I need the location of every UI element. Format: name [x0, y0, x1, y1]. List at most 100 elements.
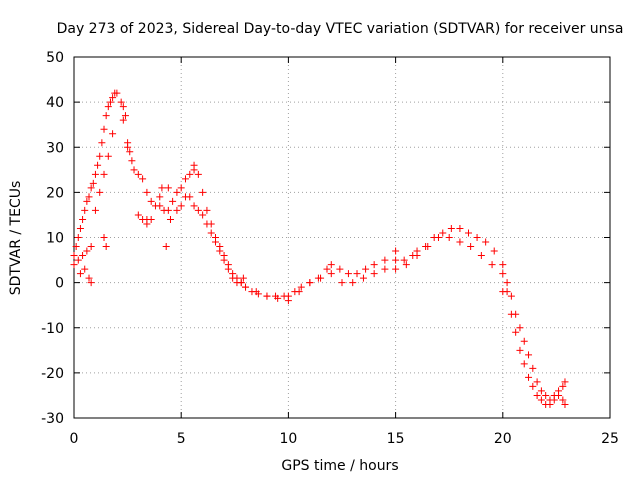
- data-point: [529, 382, 537, 390]
- data-point: [83, 247, 91, 255]
- data-point: [263, 292, 271, 300]
- data-point: [503, 279, 511, 287]
- data-point: [162, 243, 170, 251]
- data-point: [284, 297, 292, 305]
- data-point: [362, 265, 370, 273]
- data-point: [100, 125, 108, 133]
- data-point: [156, 193, 164, 201]
- data-point: [87, 279, 95, 287]
- data-point: [439, 229, 447, 237]
- data-point: [490, 247, 498, 255]
- data-point: [173, 188, 181, 196]
- data-point: [559, 382, 567, 390]
- data-point: [402, 261, 410, 269]
- data-point: [392, 265, 400, 273]
- data-point: [546, 400, 554, 408]
- data-point: [156, 202, 164, 210]
- data-point: [177, 184, 185, 192]
- data-point: [177, 202, 185, 210]
- data-point: [96, 152, 104, 160]
- data-point: [349, 279, 357, 287]
- data-point: [85, 193, 93, 201]
- data-point: [477, 252, 485, 260]
- x-tick-label: 20: [494, 431, 512, 447]
- data-point: [203, 206, 211, 214]
- data-point: [488, 261, 496, 269]
- data-point: [143, 188, 151, 196]
- data-point: [109, 94, 117, 102]
- data-point: [529, 364, 537, 372]
- data-point: [467, 243, 475, 251]
- data-point: [104, 103, 112, 111]
- data-point: [169, 197, 177, 205]
- data-point: [499, 270, 507, 278]
- data-point: [74, 256, 82, 264]
- grid-lines: [74, 57, 610, 418]
- chart-title: Day 273 of 2023, Sidereal Day-to-day VTE…: [57, 21, 624, 37]
- data-point: [147, 197, 155, 205]
- data-point: [381, 265, 389, 273]
- data-point: [274, 294, 282, 302]
- data-point: [130, 166, 138, 174]
- data-point: [190, 166, 198, 174]
- x-axis-tick-labels: 0 5 10 15 20 25: [70, 431, 619, 447]
- x-tick-label: 5: [177, 431, 186, 447]
- y-tick-label: -10: [41, 321, 64, 337]
- data-point: [229, 274, 237, 282]
- x-tick-label: 15: [387, 431, 405, 447]
- data-point: [194, 206, 202, 214]
- data-point: [456, 224, 464, 232]
- data-point: [542, 391, 550, 399]
- data-point: [87, 243, 95, 251]
- data-point: [533, 378, 541, 386]
- data-point: [70, 252, 78, 260]
- data-point: [81, 265, 89, 273]
- data-point: [76, 270, 84, 278]
- data-point: [83, 197, 91, 205]
- data-point: [306, 279, 314, 287]
- data-point: [336, 265, 344, 273]
- data-point: [434, 234, 442, 241]
- axis-ticks: [73, 56, 611, 419]
- data-point: [89, 179, 97, 187]
- data-point: [447, 224, 455, 232]
- data-point: [203, 220, 211, 228]
- y-tick-label: -30: [41, 411, 64, 427]
- data-point: [533, 391, 541, 399]
- data-point: [100, 234, 108, 241]
- data-point: [525, 373, 533, 381]
- data-point: [344, 270, 352, 278]
- data-point: [239, 274, 247, 282]
- data-point: [413, 252, 421, 260]
- data-point: [499, 261, 507, 269]
- data-point: [207, 229, 215, 237]
- data-point: [72, 243, 80, 251]
- y-axis-label: SDTVAR / TECUs: [8, 181, 24, 296]
- data-point: [327, 261, 335, 269]
- data-point: [79, 252, 87, 260]
- data-point: [128, 157, 136, 165]
- data-point: [370, 270, 378, 278]
- data-point: [295, 288, 303, 296]
- data-point: [158, 184, 166, 192]
- data-point: [119, 103, 127, 111]
- data-point: [252, 288, 260, 296]
- y-tick-label: 0: [55, 276, 64, 292]
- y-tick-label: 20: [46, 185, 64, 201]
- data-point: [173, 206, 181, 214]
- data-point: [106, 98, 114, 106]
- data-point: [392, 256, 400, 264]
- data-point: [555, 391, 563, 399]
- data-point: [96, 188, 104, 196]
- data-point: [473, 234, 481, 241]
- x-tick-label: 10: [279, 431, 297, 447]
- data-point: [317, 274, 325, 282]
- data-point: [537, 387, 545, 395]
- data-point: [117, 98, 125, 106]
- data-point: [139, 175, 147, 183]
- data-point: [143, 215, 151, 223]
- data-point: [194, 170, 202, 178]
- data-point: [400, 256, 408, 264]
- data-point: [561, 400, 569, 408]
- data-point: [507, 310, 515, 318]
